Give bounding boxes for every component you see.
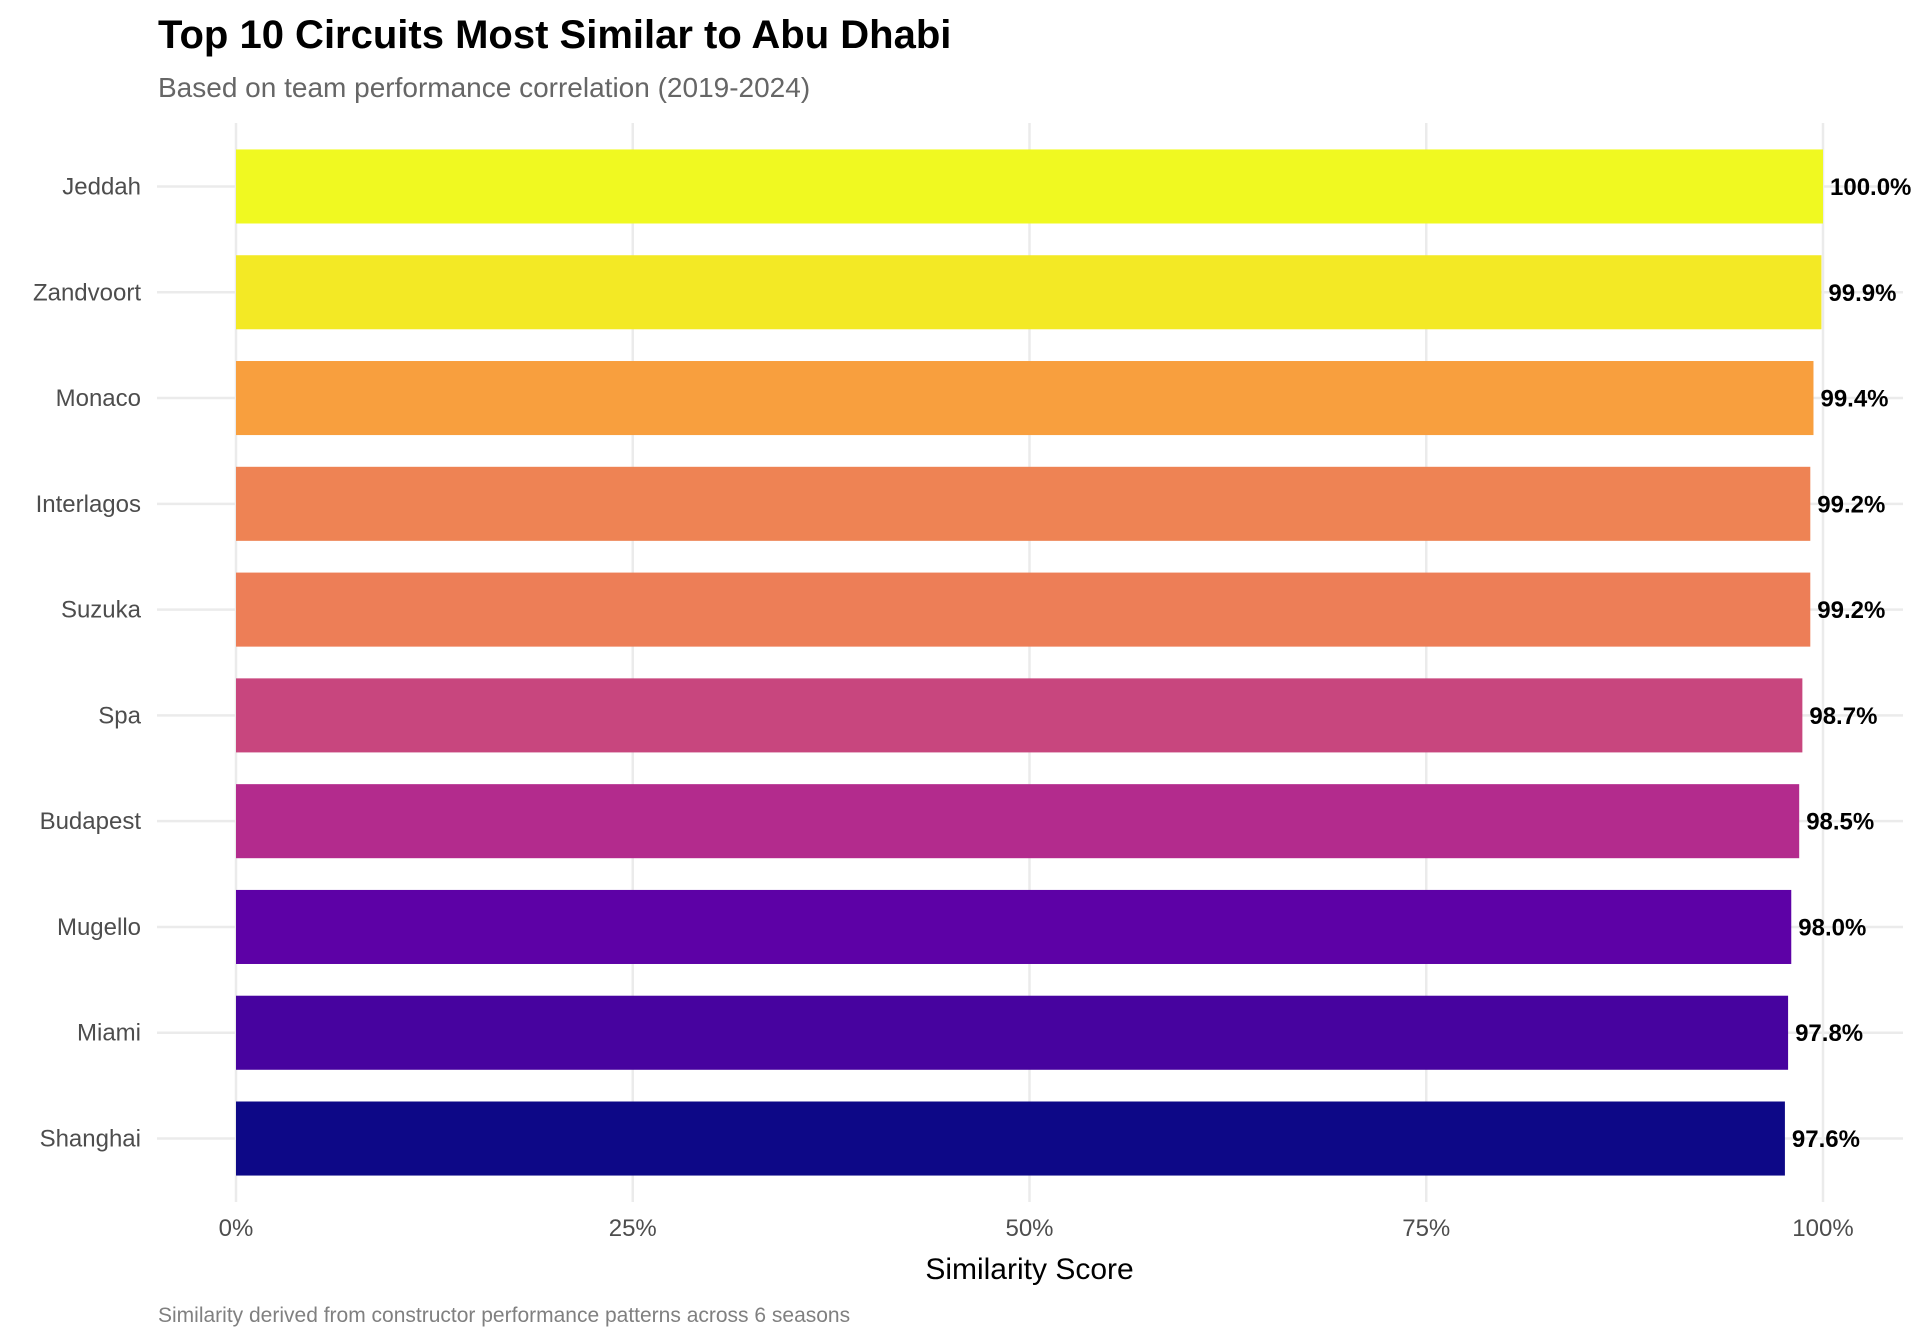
bar-zandvoort [236,255,1822,330]
bar-monaco [236,361,1814,436]
x-tick-label: 50% [1005,1215,1053,1242]
x-tick-label: 75% [1402,1215,1450,1242]
bar-budapest [236,784,1800,859]
bar-jeddah [236,149,1823,224]
bar-miami [236,995,1789,1070]
value-label: 99.2% [1817,597,1885,624]
value-label: 97.8% [1795,1020,1863,1047]
bar-suzuka [236,572,1811,647]
value-label: 100.0% [1830,174,1911,201]
value-label: 97.6% [1792,1126,1860,1153]
y-tick-label: Suzuka [61,597,142,624]
y-tick-label: Interlagos [36,491,141,518]
y-axis-tick-labels: Jeddah Zandvoort Monaco Interlagos Suzuka Spa… [33,173,142,1152]
x-tick-label: 0% [219,1215,254,1242]
x-tick-label: 25% [609,1215,657,1242]
bar-spa [236,678,1803,753]
y-tick-label: Zandvoort [33,279,141,306]
value-label: 98.7% [1809,703,1877,730]
x-axis-title: Similarity Score [925,1253,1133,1286]
y-tick-label: Budapest [40,808,142,835]
y-tick-label: Mugello [57,914,141,941]
y-tick-label: Monaco [56,385,141,412]
bar-shanghai [236,1101,1785,1176]
bar-interlagos [236,466,1811,541]
value-label: 98.5% [1806,809,1874,836]
value-label: 99.9% [1828,280,1896,307]
y-tick-label: Miami [77,1020,141,1047]
x-axis-tick-labels: 0% 25% 50% 75% 100% [219,1215,1854,1242]
y-tick-label: Spa [98,702,141,729]
value-label: 99.2% [1817,491,1885,518]
bars [236,149,1823,1176]
bar-mugello [236,889,1792,964]
chart-subtitle: Based on team performance correlation (2… [158,72,810,103]
chart-caption: Similarity derived from constructor perf… [158,1304,850,1327]
value-label: 98.0% [1798,914,1866,941]
y-tick-label: Shanghai [40,1126,141,1153]
chart-title: Top 10 Circuits Most Similar to Abu Dhab… [158,13,951,57]
y-tick-label: Jeddah [62,173,141,200]
value-label: 99.4% [1820,386,1888,413]
x-tick-label: 100% [1792,1215,1853,1242]
value-labels: 100.0% 99.9% 99.4% 99.2% 99.2% 98.7% 98.5% 98.0… [1792,174,1911,1153]
